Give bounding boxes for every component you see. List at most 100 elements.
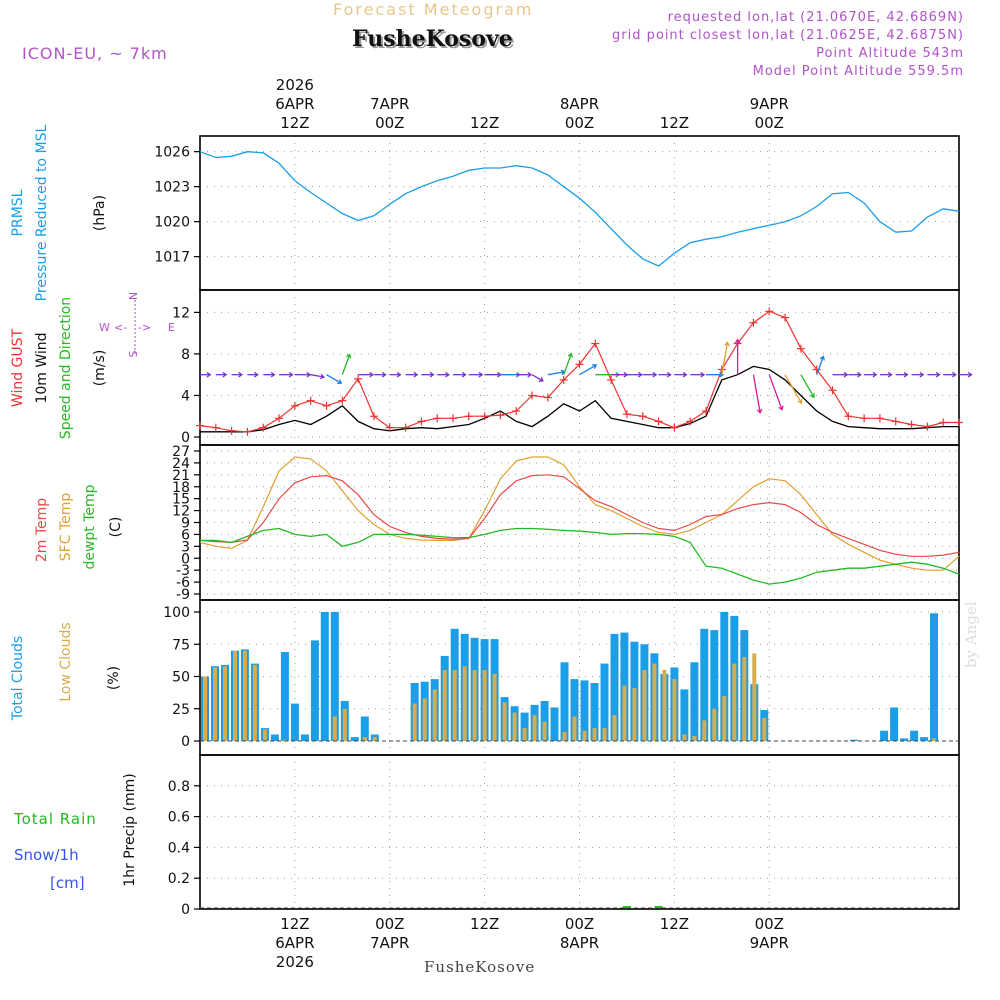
total-cloud-bar bbox=[890, 707, 899, 741]
ytick-label: 0 bbox=[181, 902, 190, 918]
bottom-time-label: 7APR bbox=[370, 934, 409, 952]
total-cloud-bar bbox=[520, 712, 529, 741]
panel-frame bbox=[199, 754, 960, 910]
low-cloud-bar bbox=[452, 670, 457, 741]
rain-bar bbox=[654, 906, 663, 908]
rain-bar bbox=[622, 906, 631, 908]
top-time-label: 2026 bbox=[276, 76, 314, 94]
total-cloud-bar bbox=[330, 612, 339, 741]
wind-arrow-head bbox=[478, 371, 484, 378]
bottom-time-label: 12Z bbox=[660, 915, 689, 933]
low-cloud-bar bbox=[282, 739, 287, 741]
total-cloud-bar bbox=[550, 707, 559, 741]
ytick-label: -9 bbox=[176, 587, 190, 603]
bottom-time-label: 12Z bbox=[280, 915, 309, 933]
low-cloud-bar bbox=[442, 670, 447, 741]
bottom-time-label: 8APR bbox=[560, 934, 599, 952]
bottom-place-label: FusheKosove bbox=[424, 958, 536, 976]
low-cloud-bar bbox=[532, 715, 537, 741]
low-cloud-bar bbox=[422, 698, 427, 741]
low-cloud-bar bbox=[203, 676, 207, 741]
total-cloud-bar bbox=[310, 640, 319, 741]
ytick-label: 0.6 bbox=[168, 810, 190, 826]
ytick-label: 9 bbox=[181, 516, 190, 532]
top-time-label: 00Z bbox=[565, 114, 594, 132]
total-cloud-bar bbox=[590, 683, 599, 741]
wind-arrow-head bbox=[872, 371, 878, 378]
top-time-label: 12Z bbox=[660, 114, 689, 132]
top-time-label: 7APR bbox=[370, 95, 409, 113]
total-cloud-bar bbox=[710, 630, 719, 741]
wind-arrow-head bbox=[719, 371, 725, 378]
wind-arrow-head bbox=[700, 371, 706, 378]
pressure-label-2: Pressure Reduced to MSL bbox=[34, 124, 50, 301]
closest-coords: grid point closest lon,lat (21.0625E, 42… bbox=[612, 28, 964, 43]
ytick-label: -3 bbox=[176, 563, 190, 579]
pressure-line bbox=[199, 151, 960, 267]
total-cloud-bar bbox=[320, 612, 329, 741]
total-cloud-bar bbox=[690, 662, 699, 741]
low-cloud-bar bbox=[672, 679, 677, 741]
low-cloud-label: Low Clouds bbox=[58, 622, 74, 701]
wind-direction-arrow bbox=[800, 374, 815, 398]
wind-arrow-head bbox=[429, 371, 435, 378]
wind-arrow-head bbox=[935, 371, 941, 378]
wind-direction-arrow bbox=[326, 374, 342, 384]
low-cloud-bar bbox=[262, 729, 267, 741]
wind-arrow-head bbox=[461, 371, 467, 378]
low-cloud-bar bbox=[692, 735, 697, 741]
wind-dir-label: Speed and Direction bbox=[58, 297, 74, 439]
total-cloud-bar bbox=[280, 652, 289, 741]
low-cloud-bar bbox=[932, 738, 936, 741]
sfc-temp-line bbox=[199, 456, 960, 571]
bottom-time-label: 00Z bbox=[565, 915, 594, 933]
wind-direction-arrow bbox=[752, 374, 761, 413]
low-cloud-bar bbox=[472, 670, 477, 741]
low-cloud-bar bbox=[682, 734, 687, 741]
wind-arrow-head bbox=[306, 371, 312, 378]
low-cloud-bar bbox=[512, 712, 517, 741]
total-cloud-bar bbox=[290, 703, 299, 741]
wind-arrow-head bbox=[369, 371, 375, 378]
temp-unit: (C) bbox=[108, 517, 124, 538]
low-cloud-bar bbox=[412, 703, 417, 741]
temp2m-line bbox=[199, 474, 960, 557]
wind-arrow-head bbox=[952, 371, 957, 378]
low-cloud-bar bbox=[462, 666, 467, 741]
wind-arrow-head bbox=[724, 341, 730, 347]
cloud-unit: (%) bbox=[106, 666, 122, 690]
compass-n: N bbox=[127, 292, 140, 300]
ytick-label: 6 bbox=[181, 527, 190, 543]
low-cloud-bar bbox=[502, 702, 507, 741]
low-cloud-bar bbox=[712, 708, 717, 742]
low-cloud-bar bbox=[592, 728, 597, 741]
wind-direction-arrow bbox=[784, 374, 803, 404]
ytick-label: 0.4 bbox=[168, 840, 190, 856]
ytick-label: 0 bbox=[181, 430, 190, 446]
bottom-time-label: 12Z bbox=[470, 915, 499, 933]
total-cloud-bar bbox=[300, 734, 309, 741]
wind-direction-arrow bbox=[721, 342, 729, 375]
wind-speed-line bbox=[200, 365, 959, 433]
total-cloud-bar bbox=[900, 738, 909, 741]
wind-arrow-head bbox=[810, 393, 815, 399]
ytick-label: 0.8 bbox=[168, 779, 190, 795]
low-cloud-bar bbox=[742, 657, 747, 741]
ytick-label: 12 bbox=[172, 305, 190, 321]
low-cloud-bar bbox=[762, 717, 767, 741]
wind-arrow-head bbox=[270, 371, 276, 378]
wind-arrow-head bbox=[319, 373, 326, 380]
compass-arrow-e: -> bbox=[138, 321, 151, 334]
ytick-label: 50 bbox=[172, 670, 190, 686]
bottom-time-label: 9APR bbox=[750, 934, 789, 952]
wind-arrow-head bbox=[346, 353, 352, 359]
wind-unit: (m/s) bbox=[92, 350, 108, 387]
wind-arrow-head bbox=[666, 371, 672, 378]
top-time-label: 8APR bbox=[560, 95, 599, 113]
ytick-label: 75 bbox=[172, 637, 190, 653]
bottom-time-label: 6APR bbox=[275, 934, 314, 952]
ytick-label: 0.2 bbox=[168, 871, 190, 887]
top-time-label: 12Z bbox=[470, 114, 499, 132]
low-cloud-bar bbox=[612, 715, 617, 741]
wind-direction-arrow bbox=[547, 371, 565, 376]
